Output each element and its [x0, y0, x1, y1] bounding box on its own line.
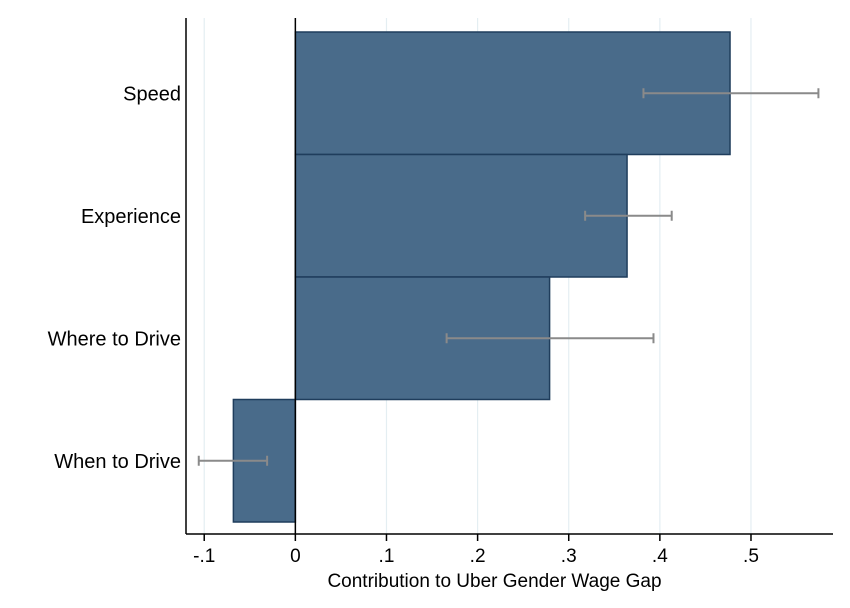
x-ticks: -.1 0 .1 .2 .3 .4 .5: [193, 534, 759, 567]
category-label: Speed: [123, 83, 181, 105]
category-labels: Speed Experience Where to Drive When to Dri…: [48, 83, 181, 473]
axes: [185, 18, 833, 535]
x-tick-label: .4: [652, 546, 668, 567]
error-bars: [197, 88, 820, 466]
x-tick-label: .2: [470, 546, 486, 567]
error-bar-where-to-drive: [445, 333, 655, 344]
error-bar-speed: [642, 88, 820, 99]
category-label: When to Drive: [54, 451, 181, 473]
x-tick-label: -.1: [193, 546, 215, 567]
x-tick-label: .3: [561, 546, 577, 567]
x-axis-title: Contribution to Uber Gender Wage Gap: [327, 571, 661, 592]
category-label: Where to Drive: [48, 328, 181, 350]
error-bar-experience: [584, 210, 673, 221]
error-bar-when-to-drive: [197, 455, 269, 466]
bars: [232, 31, 731, 523]
bar-experience: [294, 153, 628, 278]
x-tick-label: 0: [290, 546, 301, 567]
x-tick-label: .1: [379, 546, 395, 567]
x-tick-label: .5: [743, 546, 759, 567]
category-label: Experience: [81, 206, 181, 228]
